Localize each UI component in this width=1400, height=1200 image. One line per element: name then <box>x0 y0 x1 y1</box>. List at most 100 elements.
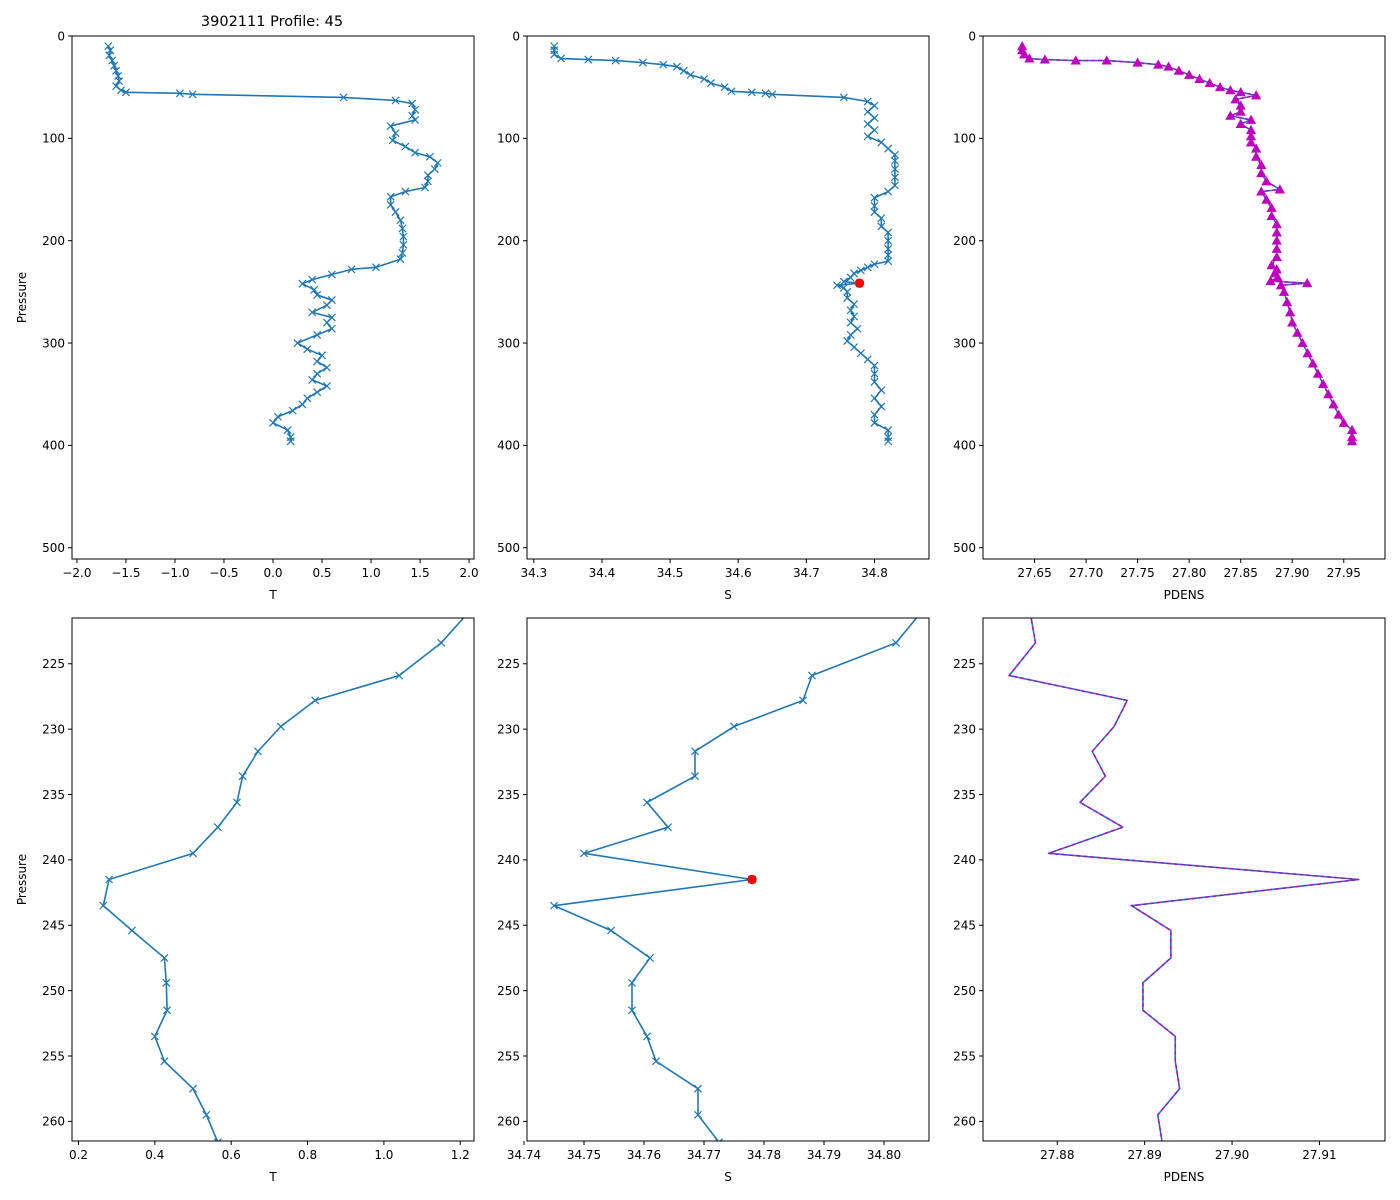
data-point-x <box>188 90 197 99</box>
x-tick-label: −1.0 <box>160 566 189 580</box>
figure-title: 3902111 Profile: 45 <box>201 14 343 30</box>
data-point-x <box>884 236 893 245</box>
data-point-triangle <box>1070 55 1081 65</box>
data-point-x <box>663 823 673 832</box>
x-tick-label: 27.85 <box>1224 566 1258 580</box>
data-point-x <box>116 86 126 95</box>
data-point-triangle <box>1346 436 1358 446</box>
data-point-x <box>105 875 114 884</box>
pdens-dashed-line <box>1021 46 1353 442</box>
data-point-x <box>839 93 848 102</box>
chart-top-s: 34.3 34.4 34.5 34.6 34.7 34.8 0 100 200 300 400 500… <box>497 29 930 602</box>
data-point-x <box>425 152 434 161</box>
data-point-x <box>105 51 114 60</box>
series-line-s <box>553 46 896 442</box>
data-point-x <box>232 798 241 807</box>
data-point-triangle <box>1307 358 1318 368</box>
data-point-x <box>313 357 322 366</box>
data-point-x <box>150 1032 159 1041</box>
data-point-x <box>110 61 119 70</box>
data-point-x <box>322 318 331 327</box>
data-point-triangle <box>1271 243 1282 253</box>
data-point-x <box>807 671 817 680</box>
data-point-x <box>288 406 297 415</box>
data-point-x <box>659 60 668 69</box>
data-point-x <box>313 369 322 378</box>
data-point-triangle <box>1024 53 1035 63</box>
x-tick-label: 34.6 <box>725 566 752 580</box>
x-tick-label: 34.7 <box>793 566 820 580</box>
y-tick-label: 400 <box>497 439 520 453</box>
data-point-x <box>557 54 566 63</box>
data-point-triangle <box>1292 327 1303 337</box>
data-point-x <box>121 88 130 97</box>
data-point-x <box>877 222 886 231</box>
data-point-triangle <box>1287 317 1298 327</box>
data-point-triangle <box>1265 275 1276 286</box>
y-tick-label: 300 <box>42 336 65 350</box>
x-tick-label: −2.0 <box>62 566 91 580</box>
data-point-x <box>870 126 879 135</box>
data-point-x <box>391 129 400 138</box>
data-point-x <box>584 55 593 64</box>
data-point-x <box>870 260 879 269</box>
data-point-x <box>213 823 222 832</box>
data-point-x <box>160 953 169 962</box>
y-tick-label: 0 <box>512 29 520 43</box>
x-tick-label: 1.0 <box>374 1148 393 1162</box>
data-point-x <box>386 122 395 131</box>
data-point-triangle <box>1235 118 1246 128</box>
y-tick-label: 100 <box>42 132 65 146</box>
data-point-x <box>611 56 620 65</box>
data-point-x <box>638 58 647 67</box>
data-point-x <box>853 324 862 333</box>
data-point-triangle <box>1333 409 1344 419</box>
y-tick-label: 300 <box>953 336 976 350</box>
x-tick-label: 34.3 <box>520 566 547 580</box>
y-tick-label: 200 <box>953 234 976 248</box>
data-point-x <box>317 351 327 360</box>
data-point-triangle <box>1271 219 1282 229</box>
y-tick-label: 230 <box>42 722 65 736</box>
data-point-triangle <box>1225 85 1236 95</box>
data-point-triangle <box>1278 286 1290 296</box>
data-point-x <box>642 1032 652 1041</box>
data-point-x <box>175 89 184 98</box>
y-tick-label: 245 <box>953 919 976 933</box>
series-line-s <box>553 618 918 1141</box>
data-point-x <box>890 165 899 174</box>
y-tick-label: 200 <box>497 234 520 248</box>
y-axis-label: Pressure <box>15 272 29 323</box>
data-point-x <box>423 177 432 186</box>
data-point-x <box>313 290 322 299</box>
y-tick-label: 260 <box>497 1115 520 1129</box>
data-point-x <box>870 394 879 403</box>
data-point-x <box>729 722 739 731</box>
data-point-x <box>884 426 893 435</box>
data-point-x <box>391 96 400 105</box>
data-point-x <box>293 339 302 348</box>
data-point-x <box>411 115 420 124</box>
data-point-x <box>891 638 901 647</box>
data-point-x <box>391 208 400 217</box>
data-point-x <box>549 901 559 910</box>
data-point-x <box>313 330 322 339</box>
data-point-x <box>399 240 408 249</box>
x-tick-label: 27.90 <box>1215 1148 1249 1162</box>
data-point-x <box>890 181 899 190</box>
data-point-x <box>846 273 855 282</box>
data-point-x <box>747 88 756 97</box>
data-point-x <box>311 696 320 705</box>
data-point-triangle <box>1245 114 1257 124</box>
data-point-x <box>856 266 865 275</box>
y-tick-label: 240 <box>42 853 65 867</box>
x-tick-label: −1.5 <box>111 566 140 580</box>
x-axis-label: T <box>268 588 277 602</box>
x-axis-label: PDENS <box>1164 1170 1205 1184</box>
data-point-x <box>870 101 879 110</box>
data-point-triangle <box>1235 87 1246 97</box>
axes-frame <box>982 35 1386 560</box>
x-tick-label: 34.80 <box>867 1148 901 1162</box>
axes-frame <box>71 617 475 1142</box>
data-point-x <box>720 83 729 92</box>
